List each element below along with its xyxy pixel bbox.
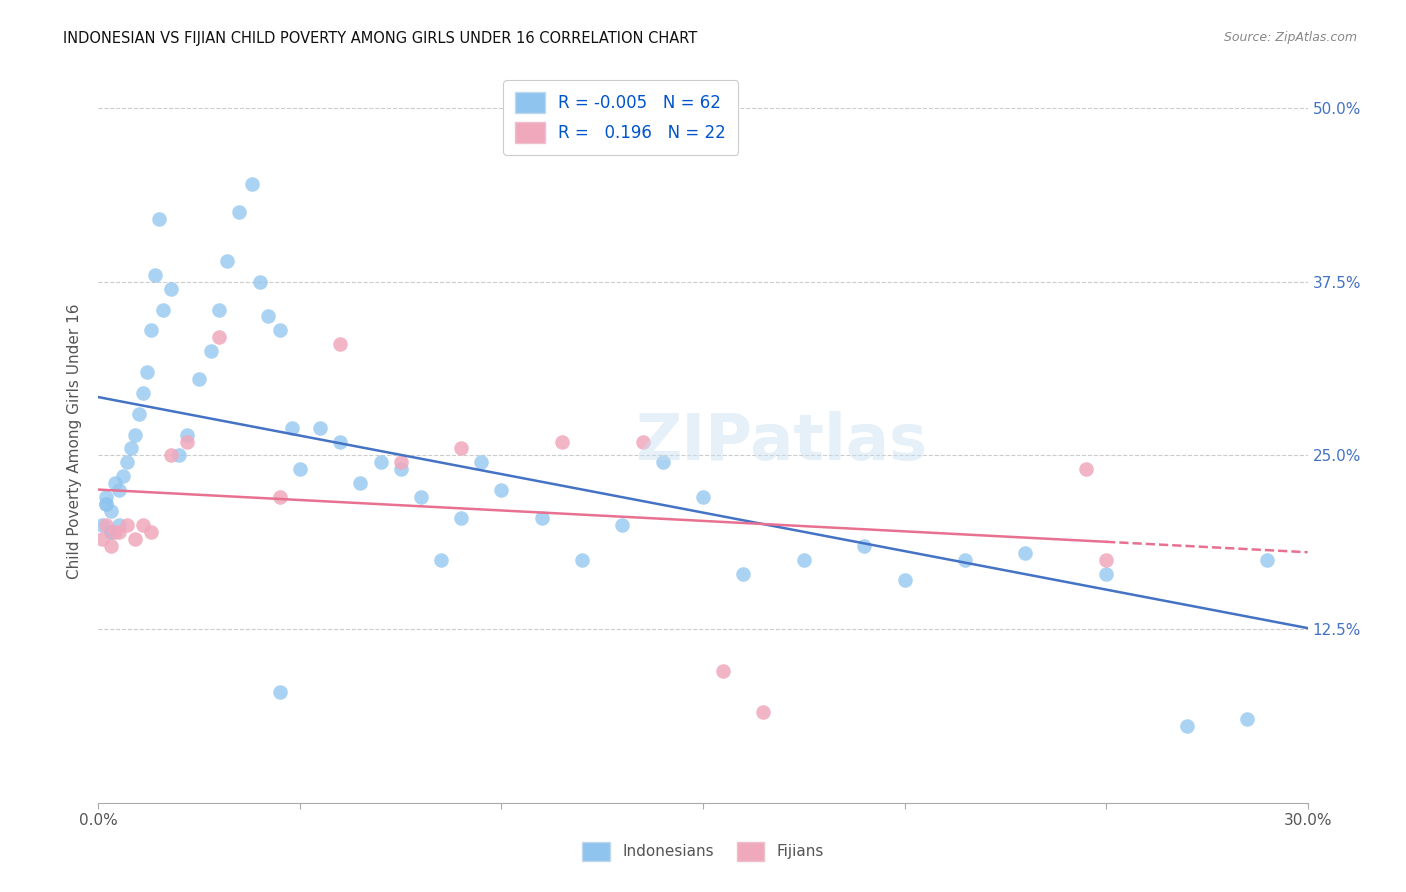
Y-axis label: Child Poverty Among Girls Under 16: Child Poverty Among Girls Under 16 xyxy=(67,304,83,579)
Point xyxy=(1236,713,1258,727)
Point xyxy=(176,427,198,442)
Point xyxy=(370,455,392,469)
Legend: Indonesians, Fijians: Indonesians, Fijians xyxy=(576,836,830,867)
Point xyxy=(167,449,190,463)
Point xyxy=(124,532,146,546)
Point xyxy=(91,532,114,546)
Point xyxy=(100,524,122,539)
Point xyxy=(1014,546,1036,560)
Point xyxy=(1256,552,1278,566)
Point xyxy=(132,517,155,532)
Point xyxy=(107,524,129,539)
Point xyxy=(430,552,453,566)
Point xyxy=(651,455,673,469)
Point xyxy=(450,511,472,525)
Point xyxy=(96,497,118,511)
Point xyxy=(100,524,122,539)
Text: ZIPatlas: ZIPatlas xyxy=(636,410,928,473)
Point xyxy=(176,434,198,449)
Point xyxy=(96,490,118,504)
Point xyxy=(115,517,138,532)
Point xyxy=(692,490,714,504)
Point xyxy=(1175,719,1198,733)
Point xyxy=(329,434,352,449)
Point xyxy=(152,302,174,317)
Point xyxy=(188,372,211,386)
Point xyxy=(853,539,876,553)
Point xyxy=(96,497,118,511)
Point xyxy=(409,490,432,504)
Point xyxy=(551,434,574,449)
Point xyxy=(143,268,166,282)
Point xyxy=(571,552,593,566)
Point xyxy=(107,517,129,532)
Point xyxy=(530,511,553,525)
Point xyxy=(228,205,250,219)
Point xyxy=(470,455,492,469)
Point xyxy=(217,253,239,268)
Point xyxy=(208,302,231,317)
Point xyxy=(793,552,815,566)
Point xyxy=(1074,462,1097,476)
Point xyxy=(96,517,118,532)
Point xyxy=(135,365,157,379)
Point xyxy=(612,517,634,532)
Point xyxy=(450,442,472,456)
Point xyxy=(752,706,775,720)
Point xyxy=(100,504,122,518)
Point xyxy=(103,476,125,491)
Point xyxy=(139,323,162,337)
Point xyxy=(128,407,150,421)
Point xyxy=(269,323,291,337)
Point xyxy=(103,524,125,539)
Point xyxy=(208,330,231,344)
Point xyxy=(139,524,162,539)
Point xyxy=(124,427,146,442)
Point xyxy=(111,469,134,483)
Point xyxy=(100,539,122,553)
Point xyxy=(120,442,142,456)
Point xyxy=(249,275,271,289)
Point xyxy=(269,684,291,698)
Point xyxy=(953,552,976,566)
Text: Source: ZipAtlas.com: Source: ZipAtlas.com xyxy=(1223,31,1357,45)
Point xyxy=(329,337,352,351)
Point xyxy=(281,420,304,434)
Point xyxy=(491,483,513,498)
Point xyxy=(160,449,183,463)
Point xyxy=(309,420,332,434)
Point xyxy=(288,462,311,476)
Point xyxy=(200,344,222,359)
Point xyxy=(160,282,183,296)
Point xyxy=(389,455,412,469)
Point xyxy=(631,434,654,449)
Point xyxy=(1095,566,1118,581)
Point xyxy=(389,462,412,476)
Point xyxy=(349,476,371,491)
Point xyxy=(107,483,129,498)
Point xyxy=(1095,552,1118,566)
Point xyxy=(612,115,634,129)
Point xyxy=(132,385,155,400)
Point xyxy=(733,566,755,581)
Point xyxy=(91,517,114,532)
Point xyxy=(269,490,291,504)
Text: INDONESIAN VS FIJIAN CHILD POVERTY AMONG GIRLS UNDER 16 CORRELATION CHART: INDONESIAN VS FIJIAN CHILD POVERTY AMONG… xyxy=(63,31,697,46)
Point xyxy=(115,455,138,469)
Point xyxy=(893,574,915,588)
Point xyxy=(256,310,278,324)
Point xyxy=(148,212,170,227)
Point xyxy=(711,664,734,678)
Point xyxy=(240,178,263,192)
